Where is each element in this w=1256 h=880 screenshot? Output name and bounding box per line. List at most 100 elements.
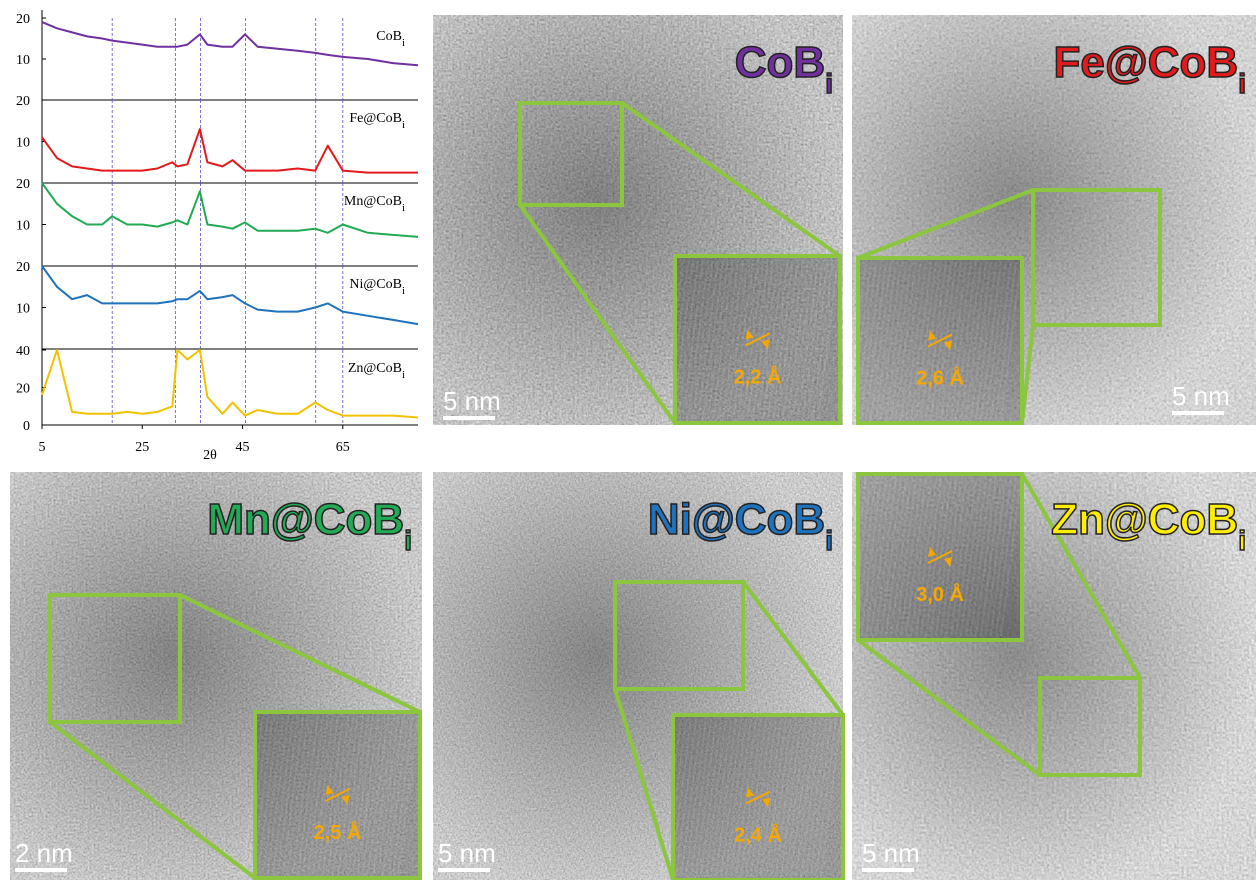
lattice-fringe: [950, 477, 972, 637]
tem-label-sub: i: [1238, 525, 1246, 556]
lattice-fringe: [297, 715, 319, 875]
lattice-fringe: [945, 261, 967, 420]
lattice-fringe: [707, 259, 729, 420]
lattice-fringe: [247, 715, 269, 875]
zoom-inset: [673, 254, 842, 425]
panel-label-sub: i: [402, 119, 405, 131]
lattice-fringe: [760, 718, 782, 877]
lattice-fringe: [257, 715, 279, 875]
y-tick-label: 40: [16, 344, 30, 359]
lattice-fringe: [770, 718, 792, 877]
tem-label-main: Ni@CoB: [648, 495, 825, 544]
tem-image: 2,4 Å 5 nm Ni@CoBi: [433, 472, 845, 880]
lattice-fringe: [740, 718, 762, 877]
lattice-fringe: [945, 477, 967, 637]
lattice-fringe: [392, 715, 414, 875]
lattice-fringe: [1000, 477, 1022, 637]
lattice-fringe: [795, 718, 817, 877]
y-tick-label: 20: [16, 12, 30, 27]
lattice-fringe: [262, 715, 284, 875]
lattice-fringe: [802, 259, 824, 420]
zoom-inset: [253, 710, 422, 880]
lattice-fringe: [810, 718, 832, 877]
tem-shade: [433, 15, 843, 425]
lattice-fringe: [737, 259, 759, 420]
lattice-fringe: [860, 477, 882, 637]
y-tick-label: 10: [16, 136, 30, 151]
zoom-connector: [620, 101, 842, 258]
lattice-fringe: [860, 261, 882, 420]
lattice-fringe: [682, 259, 704, 420]
scale-bar-label: 5 nm: [862, 838, 920, 868]
lattice-fringe: [730, 718, 752, 877]
panel-label-sub: i: [402, 285, 405, 297]
lattice-fringe: [940, 477, 962, 637]
zoom-inset: [856, 256, 1024, 425]
lattice-fringe: [267, 715, 289, 875]
d-spacing-marker: [745, 332, 770, 347]
lattice-fringe: [990, 261, 1012, 420]
lattice-fringe: [792, 259, 814, 420]
tem-label-sub: i: [825, 525, 833, 556]
lattice-fringe: [920, 477, 942, 637]
tem-image: 2,5 Å 2 nm Mn@CoBi: [10, 472, 422, 880]
zoom-connector: [518, 203, 677, 425]
lattice-fringe: [685, 718, 707, 877]
lattice-fringe: [940, 261, 962, 420]
zoom-region: [1031, 188, 1162, 327]
lattice-fringe: [900, 477, 922, 637]
panel-label-main: Ni@CoB: [349, 277, 402, 292]
panel-label: Fe@CoBi: [349, 111, 405, 131]
y-tick-label: 20: [16, 177, 30, 192]
lattice-fringe: [780, 718, 802, 877]
lattice-fringe: [692, 259, 714, 420]
lattice-fringe: [852, 261, 872, 420]
tem-label-sub: i: [825, 68, 833, 99]
lattice-fringe: [865, 477, 887, 637]
lattice-fringe: [970, 477, 992, 637]
tem-label-main: Mn@CoB: [207, 495, 404, 544]
tem-image: 2,6 Å 5 nm Fe@CoBi: [852, 15, 1256, 425]
zoom-inset: [856, 472, 1024, 642]
lattice-fringe: [695, 718, 717, 877]
tem-shade: [852, 15, 1256, 425]
zoom-region: [613, 580, 745, 691]
tem-image: 3,0 Å 5 nm Zn@CoBi: [852, 472, 1256, 880]
lattice-fringe: [905, 477, 927, 637]
zoom-region: [1038, 676, 1142, 777]
lattice-fringe: [905, 261, 927, 420]
panel-label-main: CoB: [376, 29, 402, 44]
lattice-fringe: [915, 261, 937, 420]
xrd-curve: [41, 265, 419, 326]
panel-label-main: Mn@CoB: [344, 194, 402, 209]
lattice-fringe: [890, 261, 912, 420]
tem-texture: [852, 15, 1256, 425]
lattice-fringe: [880, 261, 902, 420]
lattice-fringe: [720, 718, 742, 877]
lattice-fringe: [755, 718, 777, 877]
lattice-fringe: [870, 477, 892, 637]
d-spacing-arrows: [745, 329, 770, 350]
lattice-fringe: [317, 715, 339, 875]
lattice-fringe: [985, 261, 1007, 420]
scale-bar-label: 5 nm: [438, 838, 496, 868]
lattice-fringe: [772, 259, 794, 420]
panel-label-sub: i: [402, 202, 405, 214]
x-axis-label: 2θ: [203, 448, 217, 463]
lattice-fringe: [790, 718, 812, 877]
lattice-fringe: [815, 718, 837, 877]
panel-label-main: Zn@CoB: [348, 361, 402, 376]
y-tick-label: 10: [16, 302, 30, 317]
lattice-fringe: [710, 718, 732, 877]
y-tick-label: 20: [16, 94, 30, 109]
d-spacing-label: 2,5 Å: [314, 820, 362, 844]
y-tick-label: 10: [16, 219, 30, 234]
zoom-connector: [613, 688, 675, 880]
lattice-fringe: [687, 259, 709, 420]
zoom-connector: [1020, 324, 1035, 424]
lattice-fringe: [812, 259, 834, 420]
lattice-fringe: [690, 718, 712, 877]
lattice-fringe: [980, 261, 1002, 420]
lattice-fringe: [282, 715, 304, 875]
lattice-fringe: [970, 261, 992, 420]
